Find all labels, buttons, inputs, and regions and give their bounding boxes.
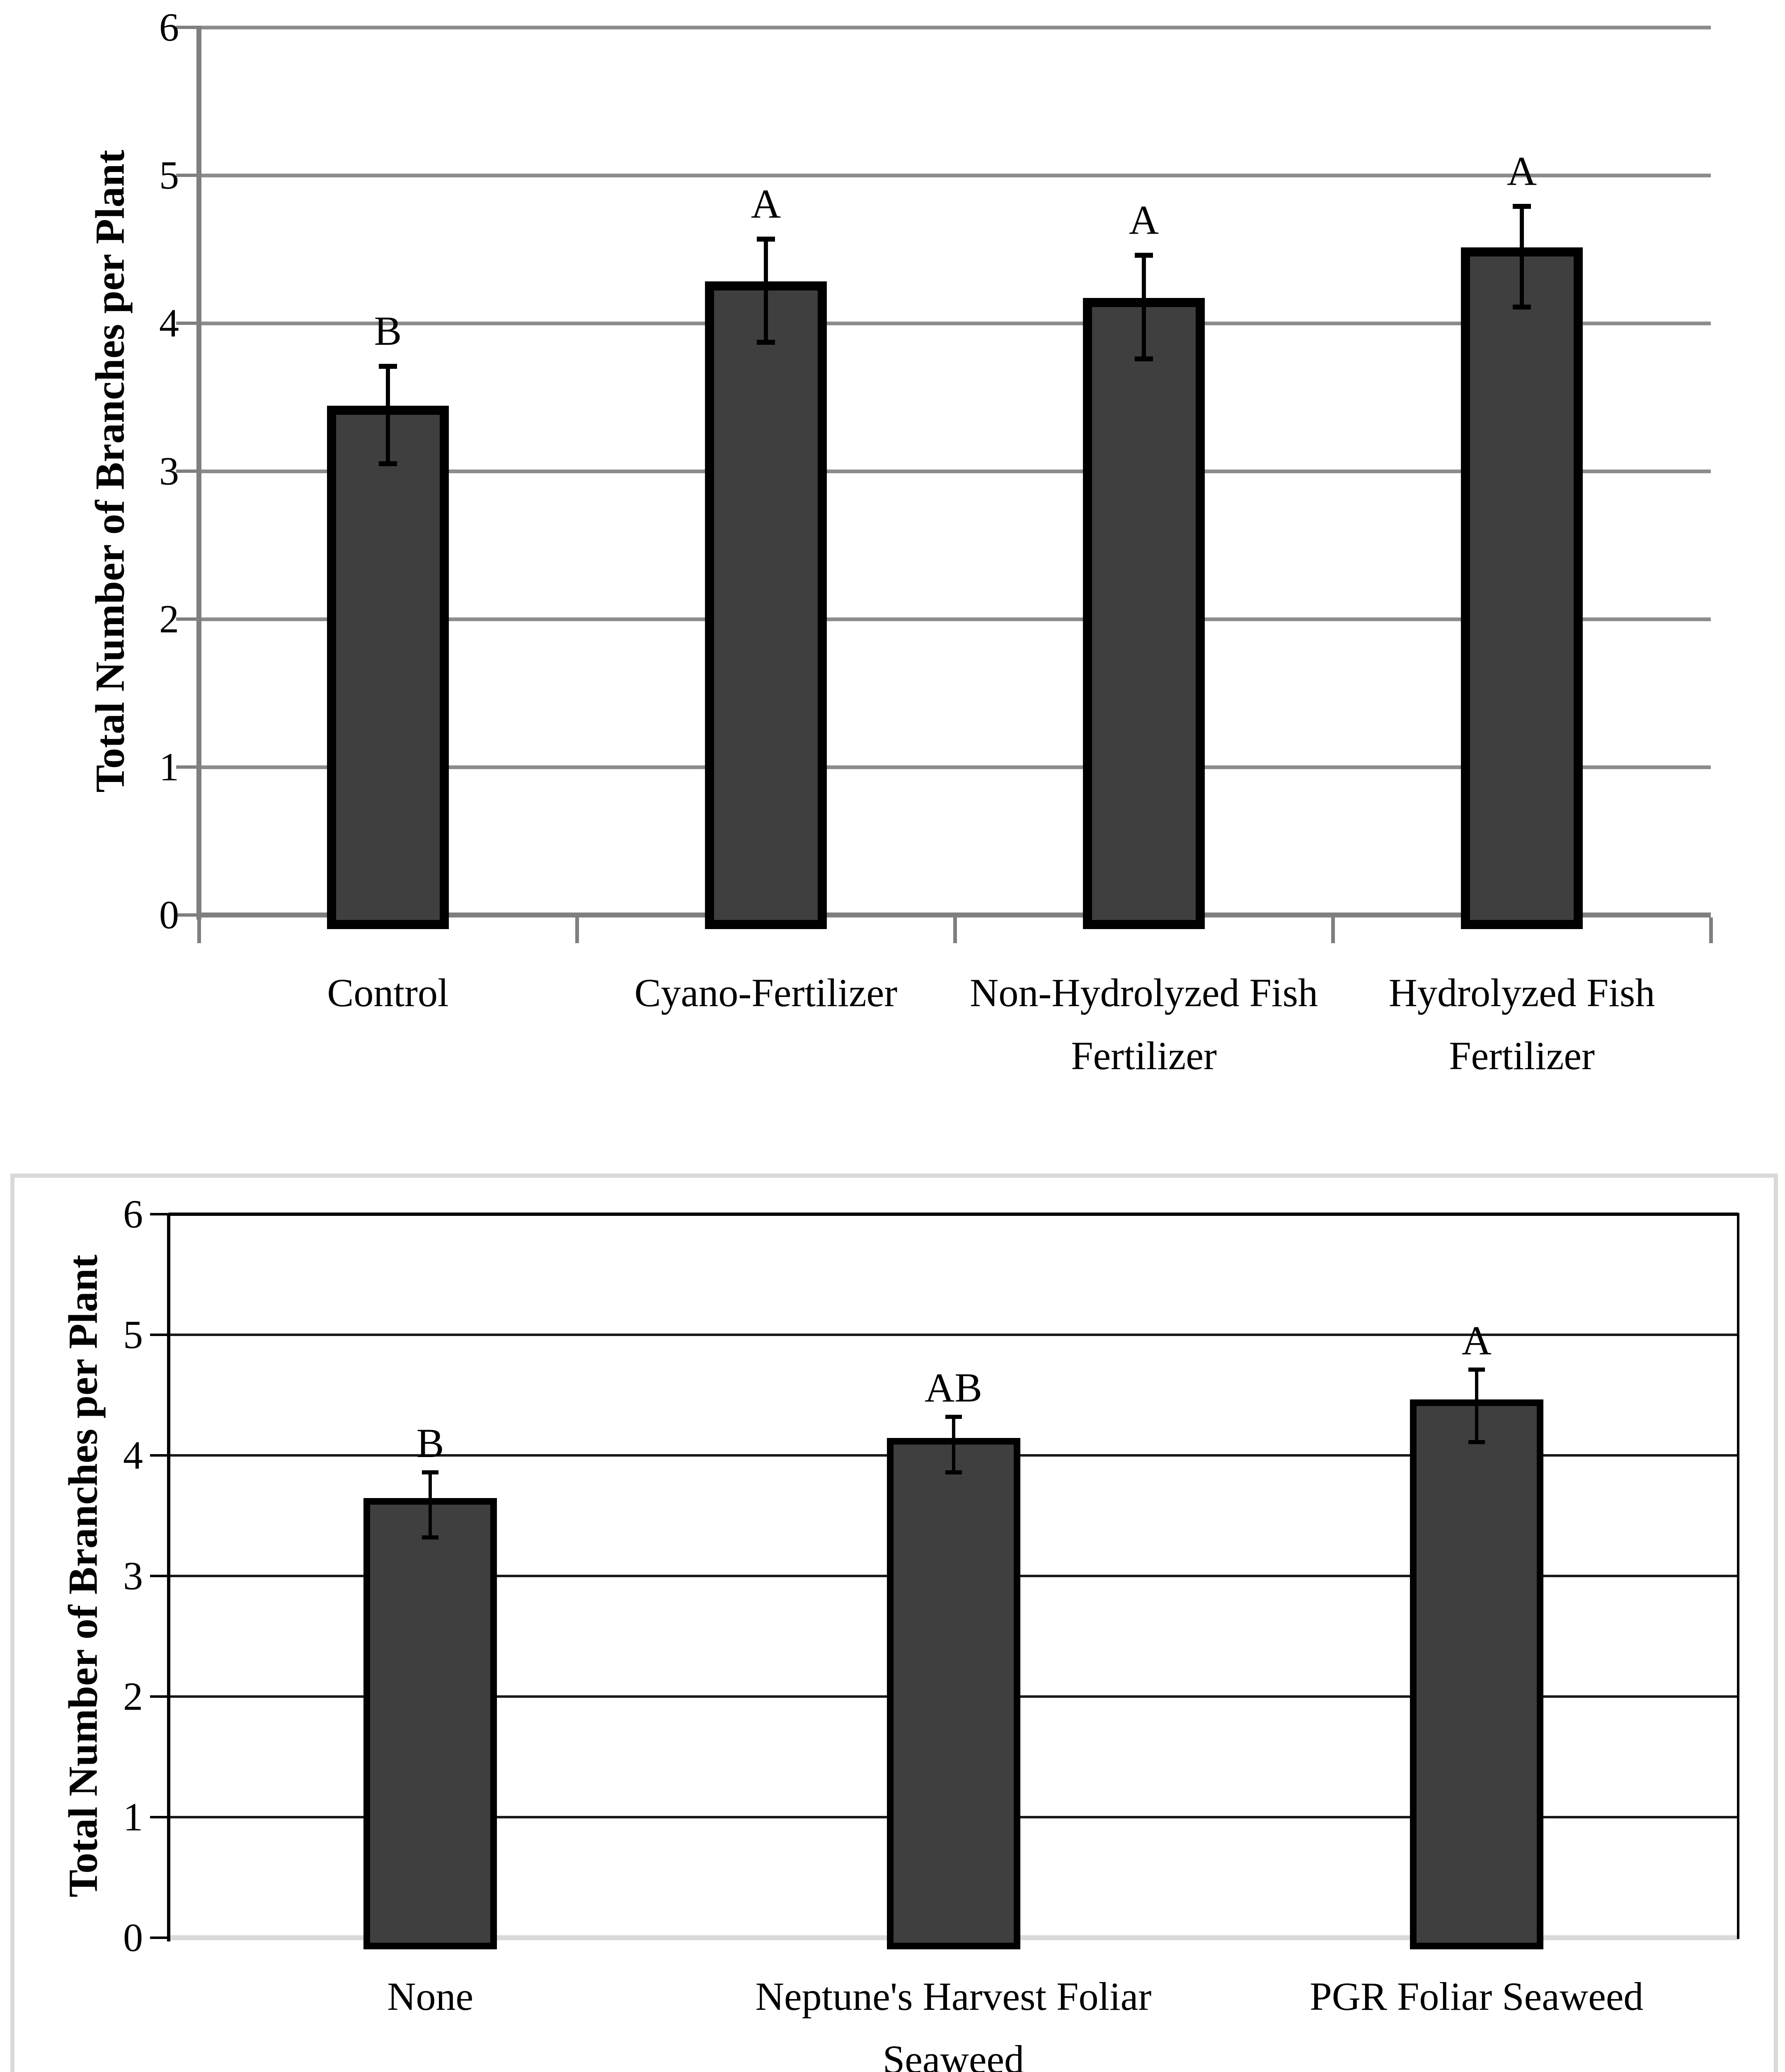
category-label: Non-Hydrolyzed Fish Fertilizer <box>970 971 1318 1078</box>
gridline <box>199 173 1711 177</box>
y-tick-label: 2 <box>123 1674 143 1719</box>
bar <box>705 281 827 929</box>
error-bar-cap <box>757 340 775 345</box>
error-bar-cap <box>379 363 397 369</box>
category-label: Neptune's Harvest Foliar Seaweed <box>755 1974 1152 2072</box>
error-bar-cap <box>757 236 775 242</box>
x-tick <box>1709 917 1713 943</box>
significance-letter: B <box>416 1420 444 1466</box>
error-bar-whisker <box>386 366 390 464</box>
error-bar-whisker <box>429 1472 432 1537</box>
y-tick <box>176 765 199 769</box>
error-bar-cap <box>1135 252 1153 258</box>
y-tick-label: 2 <box>159 597 179 641</box>
error-bar-cap <box>1513 203 1531 209</box>
bar <box>886 1438 1020 1949</box>
error-bar-cap <box>1468 1440 1485 1444</box>
bar <box>1410 1399 1543 1949</box>
y-tick <box>176 913 199 917</box>
gridline <box>199 469 1711 473</box>
y-tick-label: 6 <box>159 5 179 49</box>
gridline <box>199 765 1711 769</box>
y-axis <box>167 1213 170 1941</box>
error-bar-cap <box>422 1535 439 1539</box>
category-label: None <box>387 1974 474 2019</box>
gridline <box>199 25 1711 29</box>
y-tick-label: 5 <box>159 153 179 197</box>
error-bar-whisker <box>1142 255 1146 359</box>
error-bar-cap <box>945 1470 962 1474</box>
category-label: PGR Foliar Seaweed <box>1310 1974 1644 2019</box>
gridline <box>169 1213 1738 1216</box>
gridline <box>199 321 1711 325</box>
error-bar-whisker <box>1475 1370 1478 1442</box>
category-label: Hydrolyzed Fish Fertilizer <box>1388 971 1655 1078</box>
y-tick-label: 1 <box>123 1795 143 1839</box>
plot-right-border <box>1737 1213 1739 1939</box>
error-bar-whisker <box>952 1416 955 1472</box>
y-tick-label: 4 <box>123 1433 143 1477</box>
category-label: Cyano-Fertilizer <box>634 971 898 1015</box>
y-tick-label: 4 <box>159 301 179 345</box>
gridline <box>169 1334 1738 1336</box>
significance-letter: A <box>1129 196 1159 243</box>
error-bar-whisker <box>1520 206 1524 307</box>
error-bar-cap <box>1468 1368 1485 1372</box>
significance-letter: A <box>1461 1317 1492 1364</box>
y-tick-label: 0 <box>123 1915 143 1960</box>
y-tick <box>150 1213 169 1215</box>
error-bar-whisker <box>764 239 768 343</box>
bar <box>327 406 449 929</box>
y-axis <box>196 25 201 920</box>
y-tick <box>150 1334 169 1336</box>
y-tick <box>150 1454 169 1457</box>
y-tick <box>150 1575 169 1577</box>
error-bar-cap <box>422 1470 439 1474</box>
x-tick <box>575 917 579 943</box>
y-tick <box>176 174 199 177</box>
y-tick <box>150 1695 169 1698</box>
y-tick-label: 3 <box>123 1554 143 1598</box>
y-tick-label: 5 <box>123 1312 143 1357</box>
gridline <box>199 617 1711 621</box>
category-label: Control <box>327 971 449 1015</box>
y-tick-label: 0 <box>159 893 179 937</box>
bar <box>363 1498 497 1949</box>
gridline <box>199 913 1711 917</box>
x-tick <box>953 917 957 943</box>
significance-letter: A <box>751 180 781 227</box>
y-tick <box>176 470 199 473</box>
significance-letter: A <box>1506 148 1537 194</box>
y-tick-label: 6 <box>123 1192 143 1236</box>
bar <box>1461 247 1583 929</box>
x-tick <box>197 917 201 943</box>
y-tick <box>150 1936 169 1939</box>
significance-letter: B <box>374 307 402 354</box>
y-tick-label: 3 <box>159 449 179 493</box>
error-bar-cap <box>379 461 397 467</box>
y-tick-label: 1 <box>159 745 179 789</box>
error-bar-cap <box>945 1414 962 1419</box>
y-tick <box>176 26 199 29</box>
y-tick <box>150 1816 169 1818</box>
y-tick <box>176 617 199 621</box>
bar <box>1083 298 1205 929</box>
significance-letter: AB <box>925 1364 982 1411</box>
x-tick <box>1331 917 1335 943</box>
y-tick <box>176 322 199 325</box>
error-bar-cap <box>1135 356 1153 361</box>
error-bar-cap <box>1513 304 1531 310</box>
